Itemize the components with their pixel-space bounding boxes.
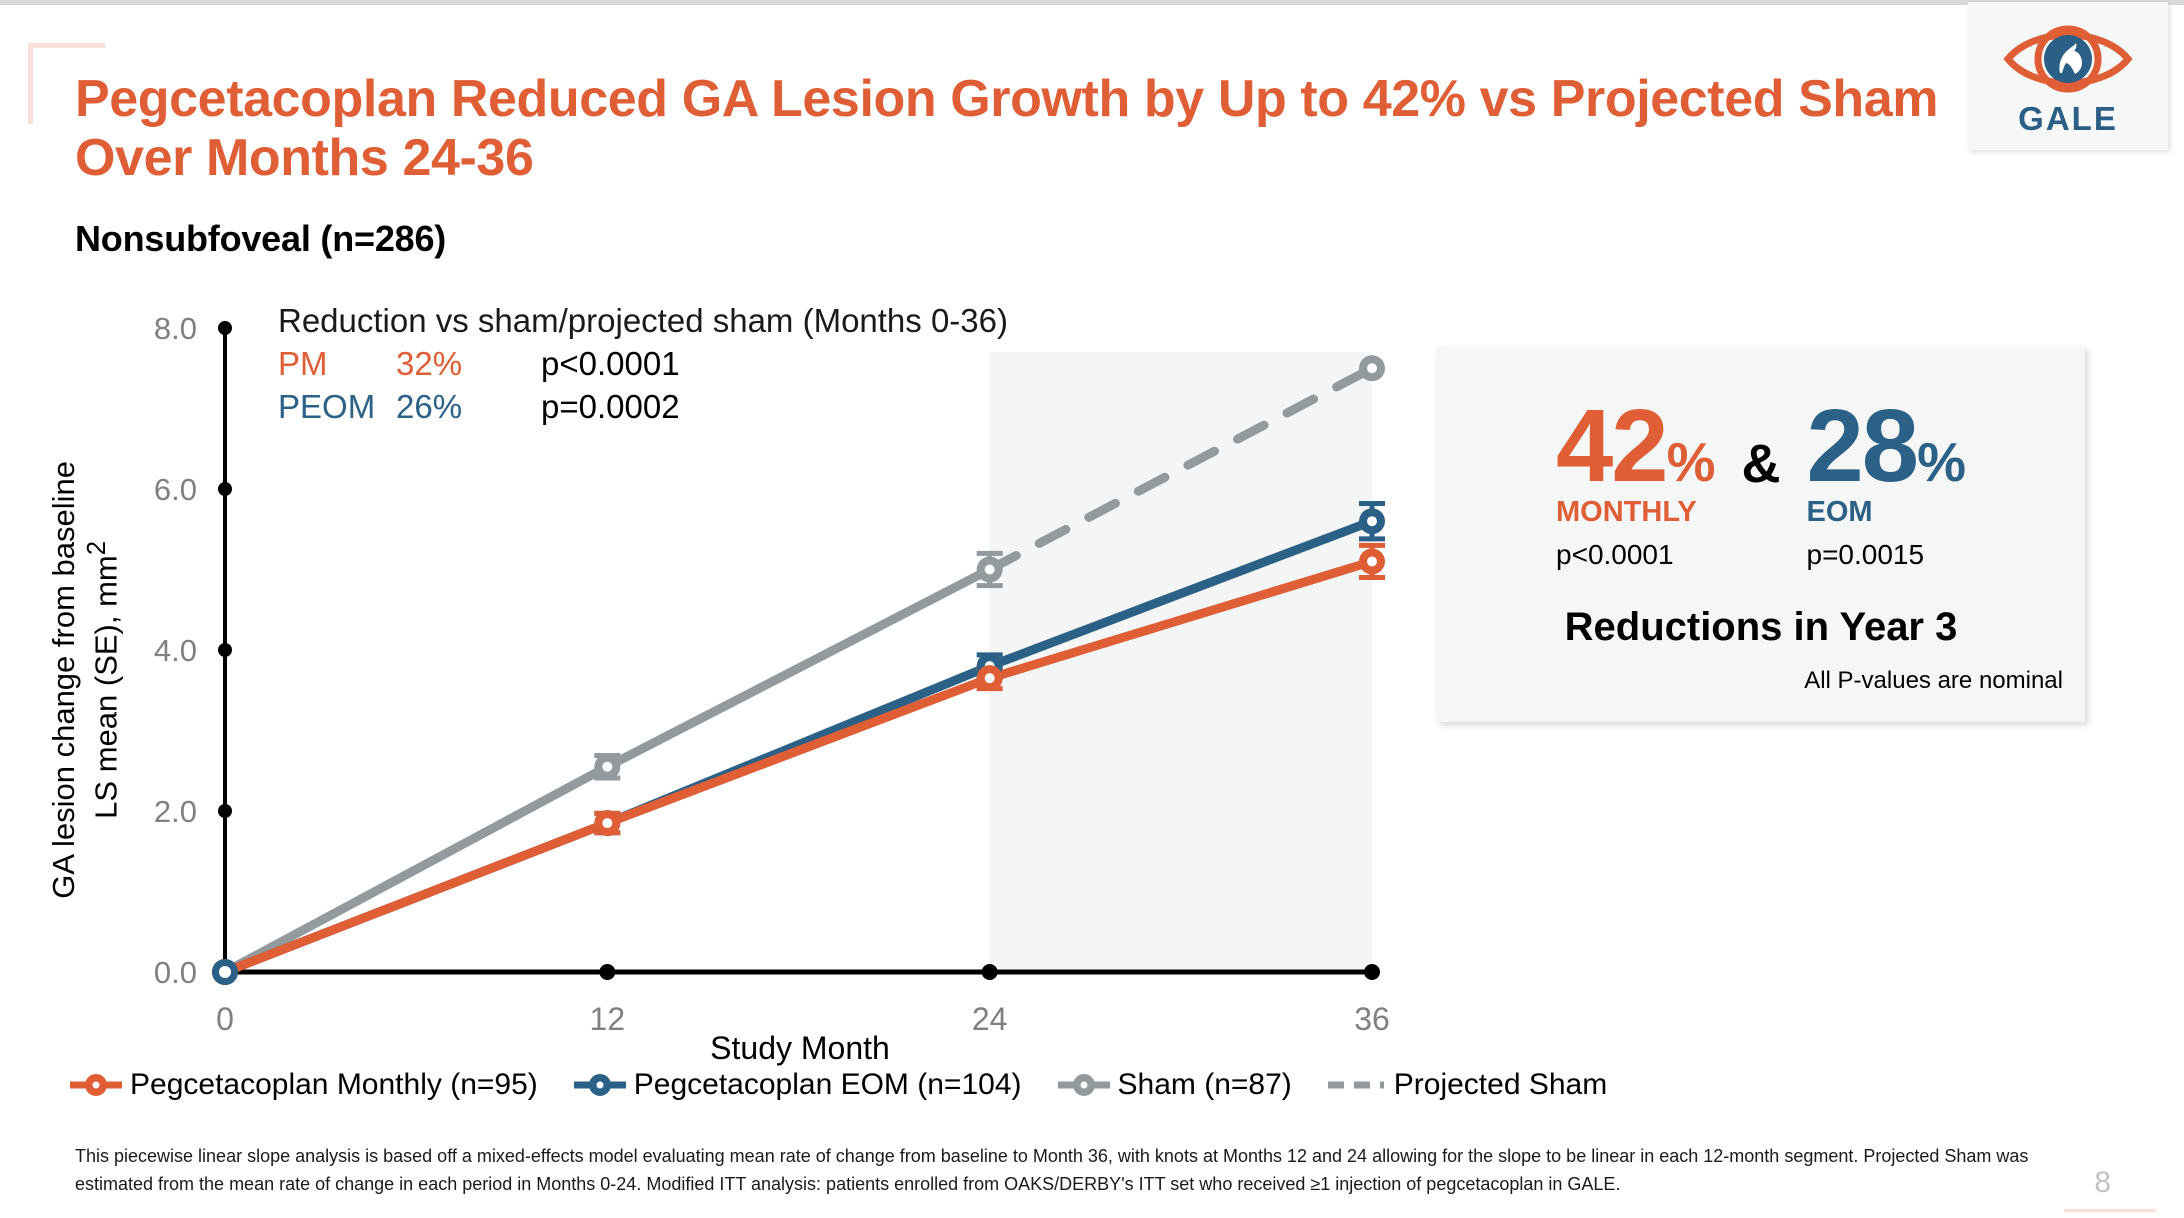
data-point-center-sham: [220, 967, 230, 977]
callout-eom-value-row: 28%: [1807, 394, 1966, 497]
callout-monthly-pvalue: p<0.0001: [1556, 539, 1674, 570]
callout-stat-eom: 28% EOM p=0.0015: [1806, 394, 1966, 571]
series-line-monthly: [220, 557, 1377, 977]
data-point-center-monthly: [1367, 556, 1377, 567]
annotation-row-peom: PEOM 26% p=0.0002: [278, 387, 1008, 426]
data-point-center-monthly: [220, 967, 230, 977]
data-point-eom: [1359, 508, 1385, 535]
legend-label-projected-sham: Projected Sham: [1393, 1068, 1608, 1101]
series-line-sham: [220, 565, 995, 977]
logo-wordmark: GALE: [2018, 100, 2118, 137]
annotation-heading: Reduction vs sham/projected sham (Months…: [278, 302, 1008, 339]
annotation-pvalue-pm: p<0.0001: [541, 344, 680, 382]
annotation-pvalue-peom: p=0.0002: [541, 387, 680, 425]
eye-with-horse-icon: [2002, 17, 2134, 101]
origin-marker-center: [219, 966, 231, 978]
data-point-center-projected_sham: [1367, 363, 1377, 374]
data-point-center-sham: [602, 761, 613, 772]
legend-marker-projected-sham-icon: [1327, 1081, 1384, 1089]
y-axis-tick: [218, 643, 232, 657]
callout-statistics: 42% MONTHLY p<0.0001 & 28% EOM p=0.0015: [1437, 394, 2085, 571]
data-point-sham: [976, 556, 1003, 583]
callout-monthly-value-row: 42%: [1556, 394, 1716, 497]
y-axis-unit-exponent: 2: [83, 540, 112, 556]
legend-label-eom: Pegcetacoplan EOM (n=104): [633, 1068, 1022, 1101]
legend-item-sham: Sham (n=87): [1056, 1068, 1292, 1102]
data-point-eom: [976, 653, 1003, 680]
legend-marker-monthly-icon: [70, 1074, 122, 1096]
origin-marker: [212, 959, 238, 985]
x-axis-tick: [599, 964, 616, 980]
callout-monthly-arm: MONTHLY: [1556, 496, 1697, 528]
y-axis-title-line2: LS mean (SE), mm: [88, 555, 124, 819]
data-point-center-monthly: [602, 818, 613, 829]
legend-item-projected-sham: Projected Sham: [1326, 1068, 1607, 1102]
page-subtitle: Nonsubfoveal (n=286): [75, 218, 447, 259]
data-point-sham: [594, 753, 621, 780]
annotation-reduction-pm: 32%: [396, 344, 463, 382]
data-point-monthly: [212, 959, 238, 985]
legend-item-monthly: Pegcetacoplan Monthly (n=95): [68, 1068, 538, 1102]
callout-stat-monthly: 42% MONTHLY p<0.0001: [1556, 394, 1716, 571]
reduction-annotation: Reduction vs sham/projected sham (Months…: [278, 302, 1008, 426]
callout-eom-arm: EOM: [1806, 496, 1873, 528]
callout-eom-number: 28: [1806, 388, 1920, 503]
annotation-row-pm: PM 32% p<0.0001: [278, 344, 1008, 383]
annotation-reduction-peom: 26%: [396, 387, 463, 425]
data-point-monthly: [594, 810, 621, 837]
y-axis-tick: [218, 482, 232, 496]
y-axis-tick-label: 4.0: [154, 633, 197, 668]
y-axis-tick-label: 6.0: [154, 472, 197, 507]
y-axis-title-line1: GA lesion change from baseline: [46, 460, 82, 899]
legend-label-sham: Sham (n=87): [1117, 1068, 1292, 1101]
series-line-projected_sham: [985, 363, 1377, 574]
data-point-center-eom: [984, 661, 995, 672]
top-divider: [0, 0, 2184, 5]
data-point-center-monthly: [984, 673, 995, 684]
page-title: Pegcetacoplan Reduced GA Lesion Growth b…: [75, 70, 1939, 188]
y-axis-tick: [218, 321, 232, 335]
y-axis-tick: [218, 965, 232, 979]
series-line-eom: [220, 516, 1377, 977]
data-point-monthly: [1359, 548, 1385, 575]
legend-marker-eom-icon: [573, 1074, 626, 1096]
callout-monthly-number: 42: [1556, 388, 1669, 503]
data-point-center-eom: [1367, 516, 1377, 527]
footnote-text: This piecewise linear slope analysis is …: [75, 1146, 2029, 1194]
x-axis-title: Study Month: [710, 1030, 890, 1066]
data-point-center-eom: [220, 967, 230, 977]
legend-item-eom: Pegcetacoplan EOM (n=104): [572, 1068, 1022, 1102]
data-point-center-sham: [984, 564, 995, 575]
year-3-shaded-region: [989, 352, 1372, 972]
data-point-eom: [212, 959, 238, 985]
callout-conjunction: &: [1741, 434, 1781, 494]
y-axis-tick-label: 0.0: [154, 955, 197, 990]
callout-monthly-percent: %: [1666, 431, 1716, 493]
x-axis-tick: [1364, 964, 1380, 980]
callout-heading: Reductions in Year 3: [1564, 605, 1958, 649]
y-axis-tick-label: 2.0: [154, 794, 197, 829]
key-results-callout: 42% MONTHLY p<0.0001 & 28% EOM p=0.0015 …: [1437, 347, 2085, 722]
callout-note: All P-values are nominal: [1804, 667, 2063, 694]
annotation-arm-pm: PM: [278, 344, 328, 382]
callout-eom-percent: %: [1917, 431, 1966, 493]
data-point-center-eom: [602, 818, 613, 829]
corner-bracket-decoration: [28, 43, 105, 124]
x-axis-tick: [981, 964, 998, 980]
annotation-arm-peom: PEOM: [278, 387, 376, 425]
y-axis-tick-label: 8.0: [154, 311, 197, 346]
data-point-projected_sham: [1359, 355, 1385, 382]
bottom-accent-line: [2064, 1209, 2156, 1212]
gale-logo: GALE: [1968, 2, 2168, 150]
legend-marker-sham-icon: [1057, 1074, 1110, 1096]
page-number: 8: [2094, 1166, 2111, 1199]
data-point-sham: [212, 959, 238, 985]
y-axis-title: GA lesion change from baseline LS mean (…: [45, 350, 125, 1010]
y-axis-tick: [218, 804, 232, 818]
chart-legend: Pegcetacoplan Monthly (n=95) Pegcetacopl…: [68, 1068, 1607, 1102]
data-point-monthly: [976, 665, 1003, 692]
callout-eom-pvalue: p=0.0015: [1806, 539, 1925, 570]
legend-label-monthly: Pegcetacoplan Monthly (n=95): [130, 1068, 538, 1101]
data-point-eom: [594, 810, 621, 837]
